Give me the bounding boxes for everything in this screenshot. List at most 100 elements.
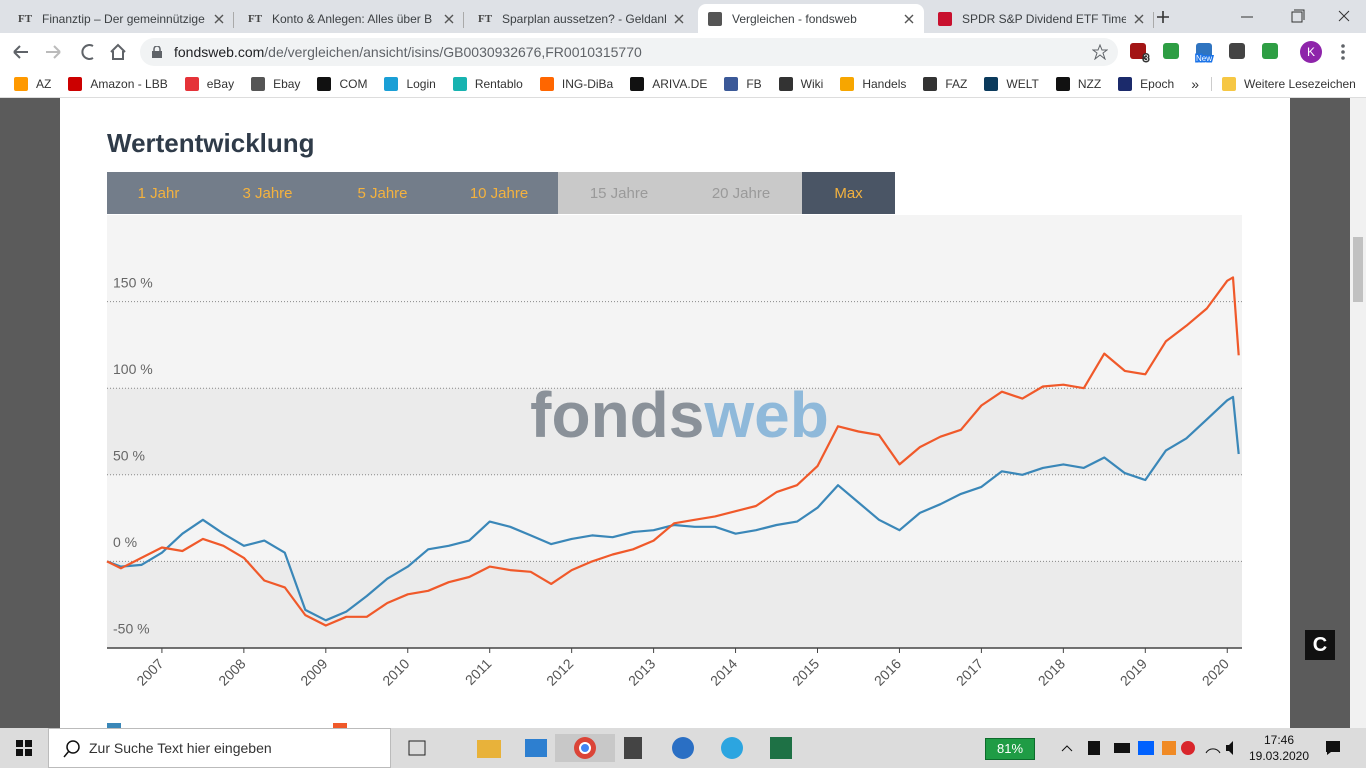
- bookmark[interactable]: ING-DiBa: [539, 76, 614, 91]
- extension-icon[interactable]: [1163, 43, 1179, 59]
- bookmark-icon: [984, 76, 999, 91]
- period-button[interactable]: [440, 172, 558, 214]
- chat-widget[interactable]: C: [1305, 630, 1335, 660]
- tab-close[interactable]: [214, 14, 224, 24]
- period-label: 15 Jahre: [590, 185, 648, 202]
- tab-icon: FT: [478, 12, 493, 25]
- url-path: /de/vergleichen/ansicht/isins/GB00309326…: [264, 44, 642, 60]
- address-bar: fondsweb.com/de/vergleichen/ansicht/isin…: [0, 33, 1366, 70]
- tab-separator: [1153, 12, 1154, 28]
- x-tick-label: 2013: [625, 655, 658, 688]
- tray-icons[interactable]: [1058, 738, 1238, 758]
- notifications[interactable]: [1325, 740, 1341, 756]
- legend-swatch[interactable]: [333, 723, 347, 728]
- period-button[interactable]: [325, 172, 440, 214]
- tab-bar: FT Finanztip – Der gemeinnützige FT Konto &…: [0, 0, 1366, 33]
- extension-icon[interactable]: [1196, 43, 1212, 59]
- scrollbar[interactable]: [1350, 98, 1366, 728]
- bookmark[interactable]: Wiki: [778, 76, 823, 91]
- menu-icon[interactable]: [1340, 43, 1346, 61]
- period-button[interactable]: [802, 172, 895, 214]
- x-tick-label: 2010: [379, 655, 412, 688]
- bookmark[interactable]: Amazon - LBB: [68, 76, 168, 91]
- profile-initial: K: [1307, 45, 1315, 59]
- tab-icon: FT: [248, 12, 263, 25]
- period-button: [558, 172, 680, 214]
- bookmark[interactable]: NZZ: [1055, 76, 1102, 91]
- bookmark-icon: [1118, 76, 1133, 91]
- bookmark-icon: [724, 76, 739, 91]
- bookmark-label: Handels: [862, 76, 907, 91]
- bookmark[interactable]: Weitere Lesezeichen: [1211, 76, 1356, 91]
- start-button[interactable]: [16, 740, 32, 756]
- profile-avatar[interactable]: [1300, 41, 1322, 63]
- bookmark[interactable]: Epoch: [1118, 76, 1175, 91]
- bookmark[interactable]: FB: [724, 76, 762, 91]
- tab-title: SPDR S&P Dividend ETF Times: [962, 11, 1126, 26]
- period-label: 10 Jahre: [470, 185, 528, 202]
- omnibox[interactable]: fondsweb.com/de/vergleichen/ansicht/isin…: [140, 38, 1118, 66]
- tab-icon: [708, 11, 722, 26]
- tab[interactable]: FT Finanztip – Der gemeinnützige: [8, 4, 234, 33]
- bookmark-label: ING-DiBa: [561, 76, 614, 91]
- tab[interactable]: Vergleichen - fondsweb: [698, 4, 924, 33]
- new-tab[interactable]: [1155, 9, 1171, 25]
- tab-close[interactable]: [444, 14, 454, 24]
- tab-close[interactable]: [1134, 14, 1144, 24]
- bookmark-label: Login: [406, 76, 436, 91]
- bookmarks-bar: AZ Amazon - LBB eBay Ebay COM Login Rentablo IN…: [0, 70, 1366, 98]
- extension-icon[interactable]: [1130, 43, 1146, 59]
- star-icon[interactable]: [1092, 44, 1108, 60]
- tab-title: Finanztip – Der gemeinnützige: [42, 11, 205, 26]
- nav-buttons[interactable]: [10, 41, 130, 63]
- x-tick-label: 2011: [462, 655, 495, 688]
- extensions: 3 New K: [1130, 41, 1330, 65]
- section-title: Wertentwicklung: [107, 128, 315, 158]
- bookmark-icon: [539, 76, 554, 91]
- extension-icon[interactable]: [1229, 43, 1245, 59]
- extension-icons[interactable]: 3 New K: [1130, 41, 1330, 65]
- extension-icon[interactable]: [1262, 43, 1278, 59]
- x-tick-label: 2015: [789, 655, 822, 688]
- taskbar-apps[interactable]: [405, 734, 805, 762]
- period-button[interactable]: [210, 172, 325, 214]
- legend-swatch[interactable]: [107, 723, 121, 728]
- x-tick-label: 2008: [215, 655, 248, 688]
- tab[interactable]: FT Konto & Anlegen: Alles über B: [238, 4, 464, 33]
- search-placeholder: Zur Suche Text hier eingeben: [89, 740, 272, 756]
- bookmark[interactable]: WELT: [984, 76, 1039, 91]
- bookmark-label: FAZ: [945, 76, 968, 91]
- tab[interactable]: SPDR S&P Dividend ETF Times: [928, 4, 1154, 33]
- taskbar: Zur Suche Text hier eingeben 81% 17:46 19…: [0, 728, 1366, 768]
- tab-close[interactable]: [674, 14, 684, 24]
- bookmark[interactable]: AZ: [14, 76, 51, 91]
- close-icon: [214, 14, 224, 23]
- bookmark-label: Epoch: [1140, 76, 1175, 91]
- close-icon: [674, 14, 684, 23]
- bookmark[interactable]: FAZ: [923, 76, 968, 91]
- bookmarks-more[interactable]: »: [1191, 75, 1199, 92]
- bookmark-label: NZZ: [1077, 76, 1102, 91]
- x-tick-label: 2019: [1117, 655, 1150, 688]
- series-line: [106, 276, 1240, 627]
- tab-close[interactable]: [904, 14, 914, 24]
- bookmark[interactable]: Login: [384, 76, 436, 91]
- bookmark[interactable]: Rentablo: [452, 76, 523, 91]
- bookmark[interactable]: ARIVA.DE: [630, 76, 707, 91]
- battery[interactable]: 81%: [985, 738, 1035, 760]
- x-tick-label: 2020: [1199, 655, 1232, 688]
- bookmark[interactable]: Handels: [840, 76, 907, 91]
- x-tick-label: 2009: [297, 655, 330, 688]
- search-box[interactable]: Zur Suche Text hier eingeben: [48, 728, 391, 768]
- bookmark[interactable]: eBay: [184, 76, 234, 91]
- period-button[interactable]: [107, 172, 210, 214]
- tab-title: Vergleichen - fondsweb: [732, 11, 857, 26]
- scroll-thumb[interactable]: [1353, 237, 1363, 302]
- y-tick-label: 100 %: [113, 361, 153, 377]
- bookmark[interactable]: COM: [317, 76, 367, 91]
- page-content: Wertentwicklung 1 Jahr 3 Jahre 5 Jahre 10 J…: [60, 98, 1290, 728]
- bookmark[interactable]: Ebay: [251, 76, 300, 91]
- window-controls[interactable]: [1235, 8, 1355, 26]
- clock[interactable]: 17:46 19.03.2020: [1244, 732, 1314, 764]
- tab[interactable]: FT Sparplan aussetzen? - Geldanla: [468, 4, 694, 33]
